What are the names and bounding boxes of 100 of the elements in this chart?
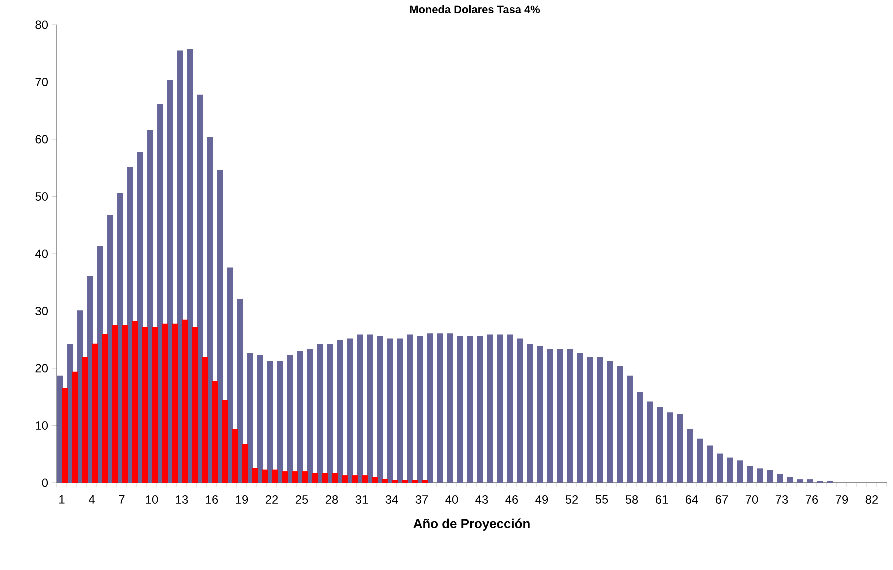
bar bbox=[302, 472, 308, 483]
y-tick-label: 50 bbox=[36, 192, 48, 201]
bar bbox=[162, 324, 168, 483]
bar bbox=[448, 334, 454, 483]
bar bbox=[438, 334, 444, 483]
bar bbox=[298, 351, 304, 483]
bar bbox=[658, 407, 664, 483]
bar bbox=[272, 470, 278, 483]
y-tick-label: 20 bbox=[36, 364, 48, 373]
bar bbox=[518, 338, 524, 483]
bar bbox=[322, 473, 328, 483]
bar bbox=[538, 346, 544, 483]
bar bbox=[282, 472, 288, 483]
x-tick-label: 70 bbox=[746, 496, 758, 504]
bar bbox=[768, 470, 774, 483]
bar bbox=[92, 344, 98, 483]
bar bbox=[588, 357, 594, 483]
bar bbox=[412, 480, 418, 483]
x-tick-label: 22 bbox=[266, 496, 278, 504]
y-tick-label: 70 bbox=[36, 78, 48, 86]
bar bbox=[238, 299, 244, 483]
bar bbox=[112, 326, 118, 483]
bar bbox=[808, 480, 814, 483]
x-tick-label: 76 bbox=[806, 496, 818, 504]
x-tick-label: 1 bbox=[60, 496, 65, 504]
bar bbox=[678, 414, 684, 483]
x-tick-label: 64 bbox=[686, 496, 698, 504]
x-tick-label: 79 bbox=[836, 496, 848, 504]
bar bbox=[698, 438, 704, 483]
x-tick-label: 58 bbox=[626, 496, 638, 504]
x-tick-label: 16 bbox=[206, 496, 218, 504]
bar bbox=[748, 466, 754, 483]
y-tick-label: 10 bbox=[36, 422, 48, 430]
bar bbox=[378, 336, 384, 483]
bar bbox=[338, 340, 344, 483]
bar bbox=[618, 366, 624, 483]
y-tick-label: 0 bbox=[42, 478, 48, 488]
bar bbox=[222, 400, 228, 483]
x-axis-title: Año de Proyección bbox=[414, 518, 530, 531]
bar bbox=[388, 338, 394, 483]
bar bbox=[468, 336, 474, 483]
bar bbox=[608, 361, 614, 483]
bar bbox=[312, 473, 318, 483]
bar bbox=[578, 353, 584, 483]
bar bbox=[62, 388, 68, 483]
bar bbox=[332, 473, 338, 483]
x-tick-label: 31 bbox=[356, 496, 368, 504]
bar bbox=[428, 334, 434, 483]
bar bbox=[192, 327, 198, 483]
x-tick-label: 25 bbox=[296, 496, 308, 504]
x-tick-label: 82 bbox=[866, 496, 878, 504]
bar bbox=[508, 334, 514, 483]
bar bbox=[368, 334, 374, 483]
bar bbox=[568, 349, 574, 483]
bar bbox=[392, 480, 398, 483]
bar bbox=[232, 429, 238, 483]
bar bbox=[382, 478, 388, 483]
bar bbox=[728, 458, 734, 483]
bar bbox=[122, 326, 128, 483]
bar bbox=[208, 137, 214, 483]
bar bbox=[398, 338, 404, 483]
bar bbox=[628, 376, 634, 483]
bar bbox=[558, 349, 564, 483]
bar bbox=[152, 327, 158, 483]
y-tick-label: 40 bbox=[35, 250, 48, 258]
bar bbox=[358, 334, 364, 483]
bar bbox=[172, 324, 178, 483]
bar bbox=[798, 480, 804, 483]
bar bbox=[738, 460, 744, 483]
bar bbox=[342, 476, 348, 483]
bar bbox=[212, 381, 218, 483]
bar bbox=[268, 361, 274, 483]
x-tick-label: 52 bbox=[566, 496, 578, 504]
bar bbox=[688, 429, 694, 483]
x-tick-label: 49 bbox=[536, 496, 548, 504]
bar bbox=[352, 476, 358, 483]
x-tick-label: 43 bbox=[476, 496, 488, 504]
bar bbox=[778, 474, 784, 483]
bar bbox=[362, 476, 368, 483]
chart-title: Moneda Dolares Tasa 4% bbox=[410, 6, 540, 14]
y-tick-label: 30 bbox=[36, 307, 48, 316]
bar bbox=[348, 338, 354, 483]
x-tick-label: 55 bbox=[596, 496, 608, 504]
x-tick-label: 61 bbox=[656, 496, 668, 504]
bar bbox=[132, 322, 138, 483]
x-tick-label: 46 bbox=[506, 496, 518, 504]
x-tick-label: 40 bbox=[446, 496, 458, 504]
x-tick-label: 4 bbox=[88, 496, 95, 504]
bar bbox=[102, 334, 108, 483]
bar bbox=[248, 353, 254, 483]
bar bbox=[252, 468, 258, 483]
bar bbox=[218, 170, 224, 483]
bar bbox=[292, 472, 298, 483]
bar bbox=[228, 268, 234, 483]
bar bbox=[262, 470, 268, 483]
bar bbox=[278, 361, 284, 483]
bar bbox=[288, 355, 294, 483]
bar bbox=[242, 444, 248, 483]
bar bbox=[402, 480, 408, 483]
bar bbox=[202, 357, 208, 483]
